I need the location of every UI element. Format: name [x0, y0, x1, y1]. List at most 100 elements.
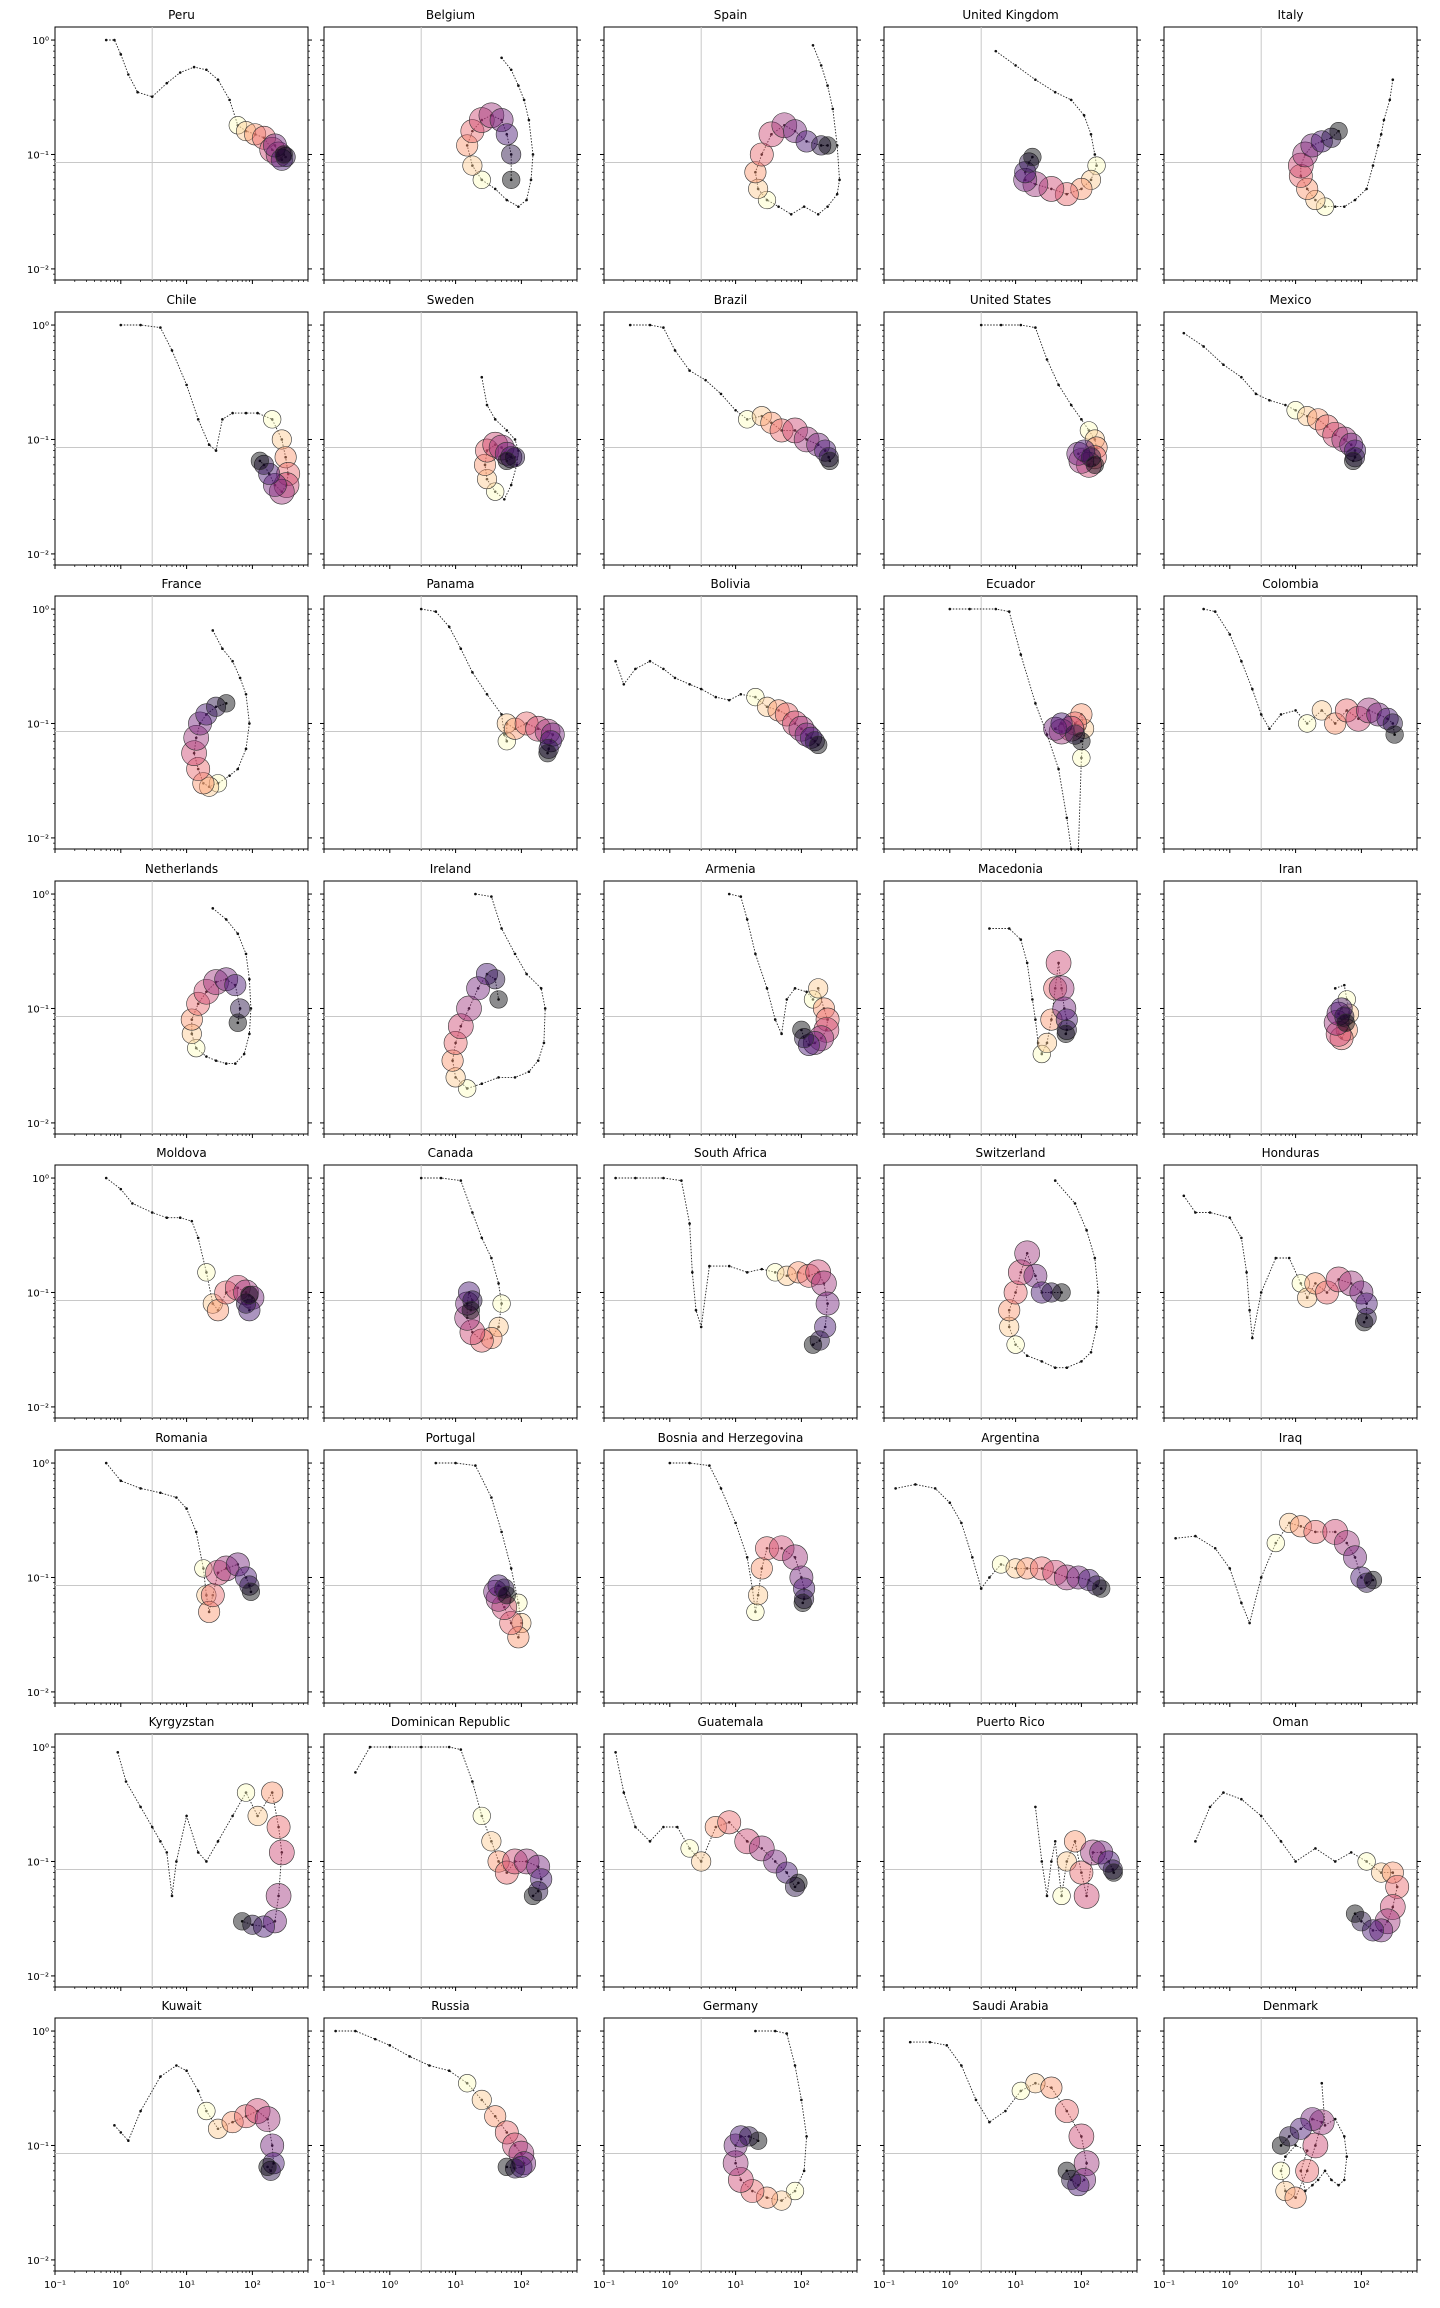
- trajectory-point: [471, 1211, 474, 1214]
- bubble-marker: [729, 2125, 752, 2148]
- trajectory-point: [739, 2178, 743, 2182]
- trajectory-point: [485, 477, 489, 481]
- trajectory-point: [531, 1894, 535, 1898]
- trajectory-point: [165, 1851, 169, 1854]
- panel-puerto-rico: Puerto Rico: [880, 1715, 1141, 1991]
- panel-title: Italy: [1277, 8, 1303, 22]
- x-tick-label: 10²: [513, 2280, 530, 2291]
- trajectory-point: [811, 998, 815, 1001]
- bubble-marker: [462, 155, 483, 176]
- bubble-marker: [1288, 163, 1313, 188]
- trajectory-point: [150, 1825, 154, 1829]
- trajectory-point: [428, 2064, 431, 2067]
- panel-moldova: Moldova 10⁰ 10⁻¹ 10⁻²: [27, 1146, 312, 1422]
- trajectory-point: [1222, 1791, 1225, 1794]
- bubble-marker: [454, 1305, 480, 1331]
- bubble-marker: [1303, 1520, 1328, 1544]
- trajectory-point: [1080, 2135, 1083, 2138]
- trajectory-point: [1080, 1871, 1083, 1874]
- trajectory-point: [497, 998, 500, 1001]
- bubble-marker: [1082, 445, 1107, 470]
- trajectory-point: [1320, 709, 1324, 712]
- trajectory-point: [800, 727, 803, 731]
- trajectory-point: [1065, 1366, 1069, 1370]
- trajectory-point: [459, 1748, 463, 1751]
- trajectory-point: [159, 1840, 162, 1843]
- panel-title: Belgium: [426, 8, 475, 22]
- trajectory-point: [719, 392, 723, 396]
- bubble-marker: [254, 2106, 281, 2132]
- trajectory-point: [1379, 133, 1383, 136]
- trajectory-point: [1314, 1847, 1317, 1850]
- panel-title: France: [162, 577, 202, 591]
- trajectory-point: [471, 1780, 474, 1783]
- panel-sweden: Sweden: [320, 293, 581, 569]
- trajectory-point: [688, 1222, 691, 1225]
- bubble-marker: [458, 2074, 477, 2093]
- trajectory-point: [1305, 2149, 1309, 2153]
- bubble-marker: [1355, 1292, 1378, 1315]
- trajectory-point: [1050, 1860, 1053, 1863]
- trajectory-point: [447, 1745, 451, 1749]
- trajectory-point: [802, 2169, 806, 2173]
- bubble-marker: [793, 426, 820, 453]
- bubble-marker: [1013, 167, 1038, 192]
- bubble-marker: [180, 1008, 203, 1031]
- panel-title: Bolivia: [710, 577, 750, 591]
- trajectory-line: [729, 893, 829, 1046]
- bubble-marker: [1064, 1830, 1087, 1853]
- bubble-marker: [1045, 950, 1072, 976]
- bubble-marker: [734, 1828, 760, 1855]
- trajectory-point: [994, 49, 998, 53]
- bubble-marker: [1076, 452, 1102, 478]
- trajectory-point: [480, 375, 484, 379]
- y-tick-label: 10⁰: [32, 1743, 49, 1754]
- trajectory-point: [988, 1576, 991, 1579]
- trajectory-point: [520, 1621, 523, 1625]
- panel-russia: Russia 10⁻¹ 10⁰ 10¹ 10²: [313, 1999, 581, 2291]
- trajectory-point: [529, 178, 533, 182]
- bubble-marker: [1334, 698, 1359, 723]
- bubble-marker: [1043, 716, 1068, 741]
- bubble-marker: [1041, 1282, 1062, 1303]
- bubble-marker: [1351, 1911, 1372, 1932]
- trajectory-point: [150, 1211, 154, 1214]
- bubble-marker: [274, 145, 293, 164]
- trajectory-point: [509, 483, 513, 487]
- trajectory-point: [1045, 358, 1049, 361]
- trajectory-point: [1330, 2178, 1333, 2182]
- trajectory-point: [205, 713, 208, 716]
- trajectory-point: [760, 1847, 764, 1850]
- bubble-marker: [808, 978, 829, 999]
- trajectory-point: [928, 2040, 932, 2044]
- trajectory-point: [1040, 1567, 1044, 1570]
- trajectory-point: [1007, 927, 1011, 930]
- trajectory-point: [131, 1202, 134, 1205]
- trajectory-point: [765, 198, 769, 202]
- trajectory-point: [1082, 2178, 1086, 2182]
- trajectory-point: [1311, 2117, 1314, 2121]
- bubble-marker: [1286, 401, 1305, 420]
- bubble-marker: [1329, 122, 1348, 141]
- bubble-marker: [1345, 1904, 1365, 1923]
- trajectory-point: [1386, 717, 1389, 721]
- trajectory-point: [807, 1043, 811, 1047]
- trajectory-point: [1323, 2169, 1327, 2173]
- plot-frame: [323, 26, 578, 281]
- trajectory-point: [1305, 187, 1309, 191]
- trajectory-point: [236, 932, 240, 936]
- bubble-marker: [1005, 1558, 1026, 1579]
- trajectory-point: [1034, 78, 1037, 82]
- trajectory-point: [549, 739, 553, 743]
- trajectory-point: [1050, 187, 1053, 191]
- trajectory-point: [205, 68, 208, 72]
- trajectory-point: [451, 1059, 454, 1062]
- y-tick-label: 10⁻¹: [27, 1573, 49, 1584]
- bubble-marker: [749, 2131, 768, 2150]
- trajectory-point: [793, 987, 797, 990]
- trajectory-point: [960, 1521, 963, 1525]
- trajectory-point: [474, 1464, 477, 1467]
- trajectory-point: [1091, 1851, 1095, 1854]
- trajectory-point: [175, 2064, 178, 2067]
